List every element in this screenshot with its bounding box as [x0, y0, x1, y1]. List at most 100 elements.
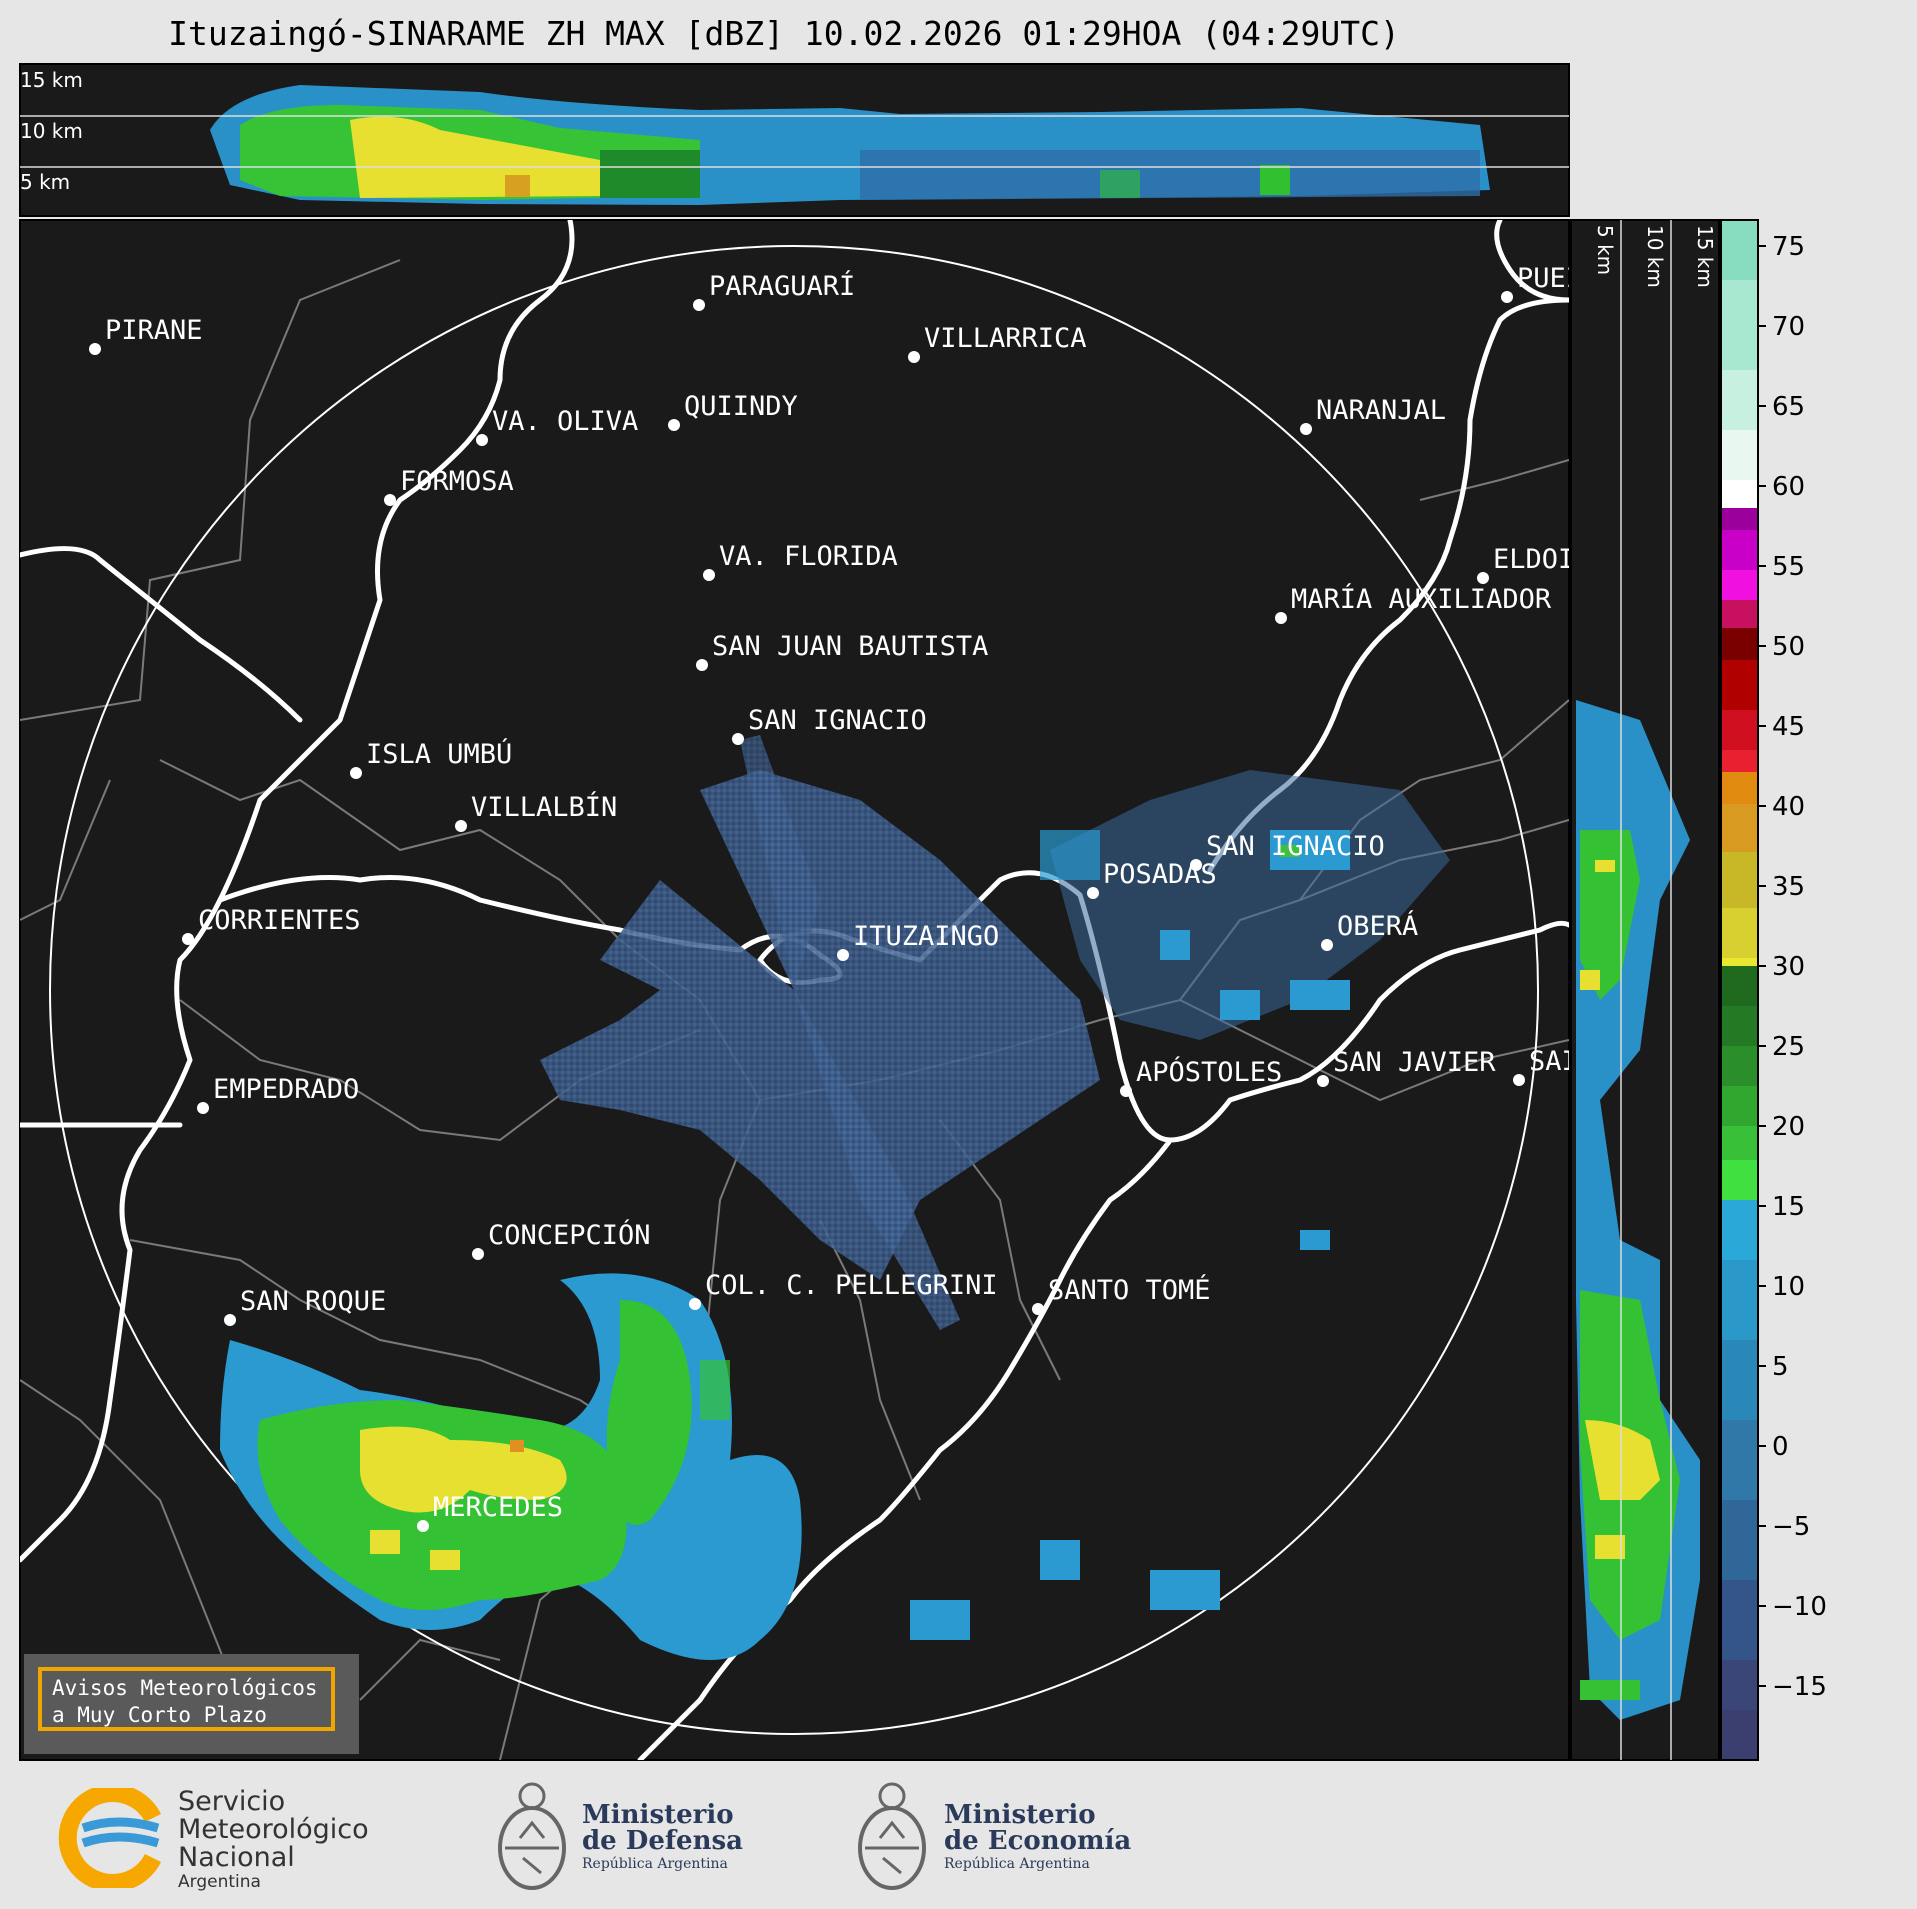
city-dot: [1300, 423, 1312, 435]
city-dot: [197, 1102, 209, 1114]
city-oberá: OBERÁ: [1321, 910, 1418, 951]
city-dot: [1477, 572, 1489, 584]
city-naranjal: NARANJAL: [1300, 395, 1446, 435]
colorbar-tick-label: −15: [1772, 1672, 1827, 1702]
city-label: SAN IGNACIO: [1206, 831, 1385, 862]
city-label: ITUZAINGO: [853, 921, 999, 952]
city-dot: [89, 343, 101, 355]
city-va-florida: VA. FLORIDA: [703, 541, 898, 581]
defensa-line-3: República Argentina: [582, 1856, 728, 1872]
city-ituzaingo: ITUZAINGO: [837, 921, 999, 961]
colorbar-tick-label: −10: [1772, 1592, 1827, 1622]
city-villalbín: VILLALBÍN: [455, 791, 617, 832]
city-dot: [668, 419, 680, 431]
side-profile-label-10km: 10 km: [1643, 225, 1667, 288]
city-dot: [908, 351, 920, 363]
colorbar-tick-label: 40: [1772, 792, 1805, 822]
colorbar-tick-label: 75: [1772, 232, 1805, 262]
city-label: PARAGUARÍ: [709, 270, 855, 302]
city-dot: [1032, 1303, 1044, 1315]
smn-line-2: Meteorológico: [178, 1814, 369, 1845]
radar-map: PIRANE PARAGUARÍ VILLARRICA QUIINDY VA. OLIV…: [19, 219, 1582, 1761]
city-dot: [703, 569, 715, 581]
city-mercedes: MERCEDES: [417, 1492, 563, 1532]
smn-line-3: Nacional: [178, 1842, 295, 1873]
city-dot: [1275, 612, 1287, 624]
top-height-profile: 15 km 10 km 5 km: [19, 63, 1570, 217]
city-dot: [1321, 939, 1333, 951]
city-dot: [350, 767, 362, 779]
colorbar-tick-label: 30: [1772, 952, 1805, 982]
city-label: EMPEDRADO: [213, 1074, 359, 1105]
warning-line-1: Avisos Meteorológicos: [52, 1676, 318, 1700]
city-dot: [384, 494, 396, 506]
city-dot: [182, 933, 194, 945]
city-dot: [1317, 1075, 1329, 1087]
colorbar-tick-label: 60: [1772, 472, 1805, 502]
colorbar-tick-label: 20: [1772, 1112, 1805, 1142]
city-formosa: FORMOSA: [384, 466, 514, 506]
city-dot: [1087, 887, 1099, 899]
city-empedrado: EMPEDRADO: [197, 1074, 359, 1114]
city-posadas: POSADAS: [1087, 859, 1217, 899]
city-paraguarí: PARAGUARÍ: [693, 270, 855, 311]
city-label: SANTO TOMÉ: [1048, 1274, 1211, 1306]
city-maría-auxiliador: MARÍA AUXILIADOR: [1275, 583, 1552, 624]
city-san-juan-bautista: SAN JUAN BAUTISTA: [696, 631, 988, 671]
colorbar-tick-label: 15: [1772, 1192, 1805, 1222]
city-label: COL. C. PELLEGRINI: [705, 1270, 998, 1301]
colorbar-tick-label: 25: [1772, 1032, 1805, 1062]
colorbar-tick-label: 50: [1772, 632, 1805, 662]
city-label: POSADAS: [1103, 859, 1217, 890]
city-santo-tomé: SANTO TOMÉ: [1032, 1274, 1211, 1315]
warning-line-2: a Muy Corto Plazo: [52, 1703, 267, 1727]
city-label: VILLALBÍN: [471, 791, 617, 823]
city-dot: [837, 949, 849, 961]
city-label: NARANJAL: [1316, 395, 1446, 426]
city-label: ELDOI: [1493, 544, 1574, 575]
smn-logo-icon: [58, 1788, 162, 1888]
colorbar-tick-label: 0: [1772, 1432, 1789, 1462]
city-apóstoles: APÓSTOLES: [1120, 1056, 1282, 1097]
city-markers: PIRANE PARAGUARÍ VILLARRICA QUIINDY VA. OLIV…: [89, 263, 1582, 1532]
side-height-profile: 5 km 10 km 15 km: [1570, 219, 1720, 1761]
city-label: SAN JUAN BAUTISTA: [712, 631, 988, 662]
city-label: QUIINDY: [684, 391, 798, 422]
side-profile-label-5km: 5 km: [1593, 225, 1617, 275]
city-san-ignacio: SAN IGNACIO: [732, 705, 927, 745]
economia-line-2: de Economía: [944, 1826, 1132, 1856]
city-label: VILLARRICA: [924, 323, 1087, 354]
city-label: PUEI: [1517, 263, 1582, 294]
colorbar-tick-label: 10: [1772, 1272, 1805, 1302]
smn-line-4: Argentina: [178, 1872, 261, 1892]
city-corrientes: CORRIENTES: [182, 905, 361, 945]
city-label: CONCEPCIÓN: [488, 1219, 651, 1251]
footer-logos: Servicio Meteorológico Nacional Argentin…: [0, 1770, 1917, 1909]
city-villarrica: VILLARRICA: [908, 323, 1087, 363]
city-dot: [476, 434, 488, 446]
city-col-c-pellegrini: COL. C. PELLEGRINI: [689, 1270, 998, 1310]
city-dot: [693, 299, 705, 311]
city-label: SAN ROQUE: [240, 1286, 386, 1317]
city-dot: [472, 1248, 484, 1260]
city-label: SAN IGNACIO: [748, 705, 927, 736]
page-title: Ituzaingó-SINARAME ZH MAX [dBZ] 10.02.20…: [168, 14, 1400, 53]
side-profile-label-15km: 15 km: [1693, 225, 1717, 288]
economia-line-3: República Argentina: [944, 1856, 1090, 1872]
top-profile-label-15km: 15 km: [20, 68, 83, 92]
city-label: MARÍA AUXILIADOR: [1291, 583, 1552, 615]
city-label: PIRANE: [105, 315, 203, 346]
city-san-javier: SAN JAVIER: [1317, 1047, 1496, 1087]
colorbar-tick-label: 70: [1772, 312, 1805, 342]
city-label: SAN JAVIER: [1333, 1047, 1496, 1078]
city-label: MERCEDES: [433, 1492, 563, 1523]
warning-frame: Avisos Meteorológicos a Muy Corto Plazo: [38, 1667, 335, 1731]
city-label: VA. FLORIDA: [719, 541, 898, 572]
city-concepción: CONCEPCIÓN: [472, 1219, 651, 1260]
defensa-emblem-icon: [498, 1782, 566, 1890]
city-dot: [455, 820, 467, 832]
top-profile-label-5km: 5 km: [20, 170, 70, 194]
city-dot: [696, 659, 708, 671]
colorbar-tick-label: 65: [1772, 392, 1805, 422]
